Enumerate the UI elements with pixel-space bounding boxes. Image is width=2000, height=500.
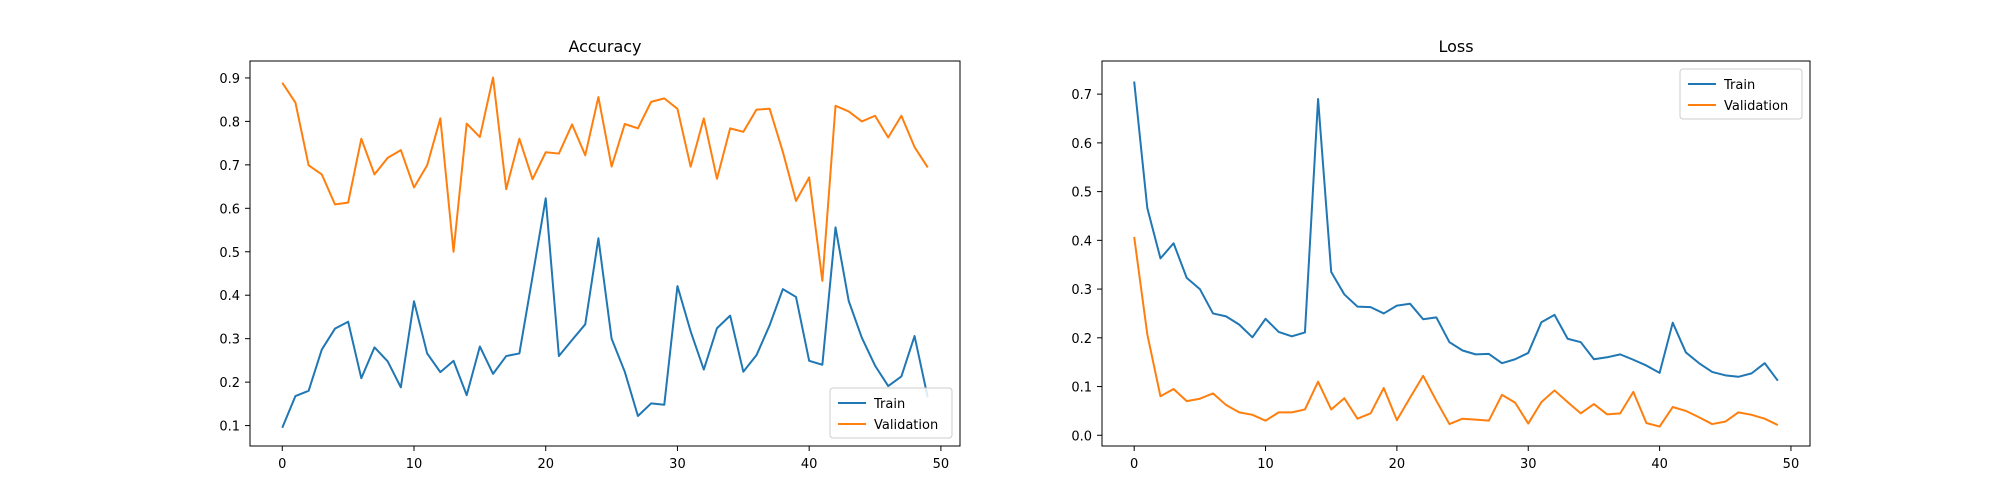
y-tick-label: 0.3 bbox=[1071, 283, 1092, 298]
legend-label: Train bbox=[1723, 78, 1755, 93]
legend-box bbox=[829, 387, 953, 439]
legend-label: Validation bbox=[874, 418, 938, 433]
train-line bbox=[1133, 81, 1779, 382]
x-tick-label: 20 bbox=[537, 457, 554, 472]
legend-box bbox=[1679, 68, 1803, 120]
legend: Train Validation bbox=[1679, 68, 1803, 120]
y-tick-label: 0.3 bbox=[219, 333, 240, 348]
y-tick-label: 0.5 bbox=[1071, 186, 1092, 201]
train-line bbox=[281, 197, 929, 429]
y-tick-label: 0.4 bbox=[219, 289, 240, 304]
chart-title: Loss bbox=[1438, 37, 1473, 56]
x-tick-label: 10 bbox=[1257, 457, 1274, 472]
validation-line bbox=[1133, 236, 1779, 428]
legend-label: Validation bbox=[1724, 99, 1788, 114]
x-tick-label: 30 bbox=[1520, 457, 1537, 472]
y-tick-label: 0.1 bbox=[1071, 381, 1092, 396]
y-tick-label: 0.2 bbox=[1071, 332, 1092, 347]
x-tick-label: 20 bbox=[1389, 457, 1406, 472]
x-tick-label: 50 bbox=[933, 457, 950, 472]
y-tick-label: 0.2 bbox=[219, 376, 240, 391]
loss-chart: Loss 0 10 20 30 40 50 0.0 0.1 0.2 0.3 0.4 0.5 0.6 0.7 T… bbox=[1071, 37, 1811, 472]
x-tick-label: 10 bbox=[406, 457, 423, 472]
chart-title: Accuracy bbox=[568, 37, 641, 56]
x-tick-label: 30 bbox=[669, 457, 686, 472]
x-tick-label: 40 bbox=[1651, 457, 1668, 472]
accuracy-chart: Accuracy 0 10 20 30 40 50 0.1 0.2 0.3 0.4 0.5 0.6 0.7… bbox=[219, 37, 961, 472]
legend-label: Train bbox=[873, 397, 905, 412]
validation-line bbox=[281, 76, 929, 282]
y-tick-label: 0.7 bbox=[219, 159, 240, 174]
axes-frame bbox=[1101, 60, 1811, 447]
y-tick-label: 0.6 bbox=[219, 202, 240, 217]
y-tick-label: 0.4 bbox=[1071, 234, 1092, 249]
x-tick-label: 50 bbox=[1783, 457, 1800, 472]
y-tick-label: 0.8 bbox=[219, 115, 240, 130]
y-tick-label: 0.7 bbox=[1071, 88, 1092, 103]
x-tick-label: 0 bbox=[278, 457, 286, 472]
y-tick-label: 0.9 bbox=[219, 72, 240, 87]
axes-frame bbox=[249, 60, 961, 447]
x-tick-label: 40 bbox=[801, 457, 818, 472]
legend: Train Validation bbox=[829, 387, 953, 439]
y-tick-label: 0.5 bbox=[219, 246, 240, 261]
y-tick-label: 0.0 bbox=[1071, 429, 1092, 444]
y-tick-label: 0.1 bbox=[219, 420, 240, 435]
y-tick-label: 0.6 bbox=[1071, 137, 1092, 152]
x-tick-label: 0 bbox=[1130, 457, 1138, 472]
